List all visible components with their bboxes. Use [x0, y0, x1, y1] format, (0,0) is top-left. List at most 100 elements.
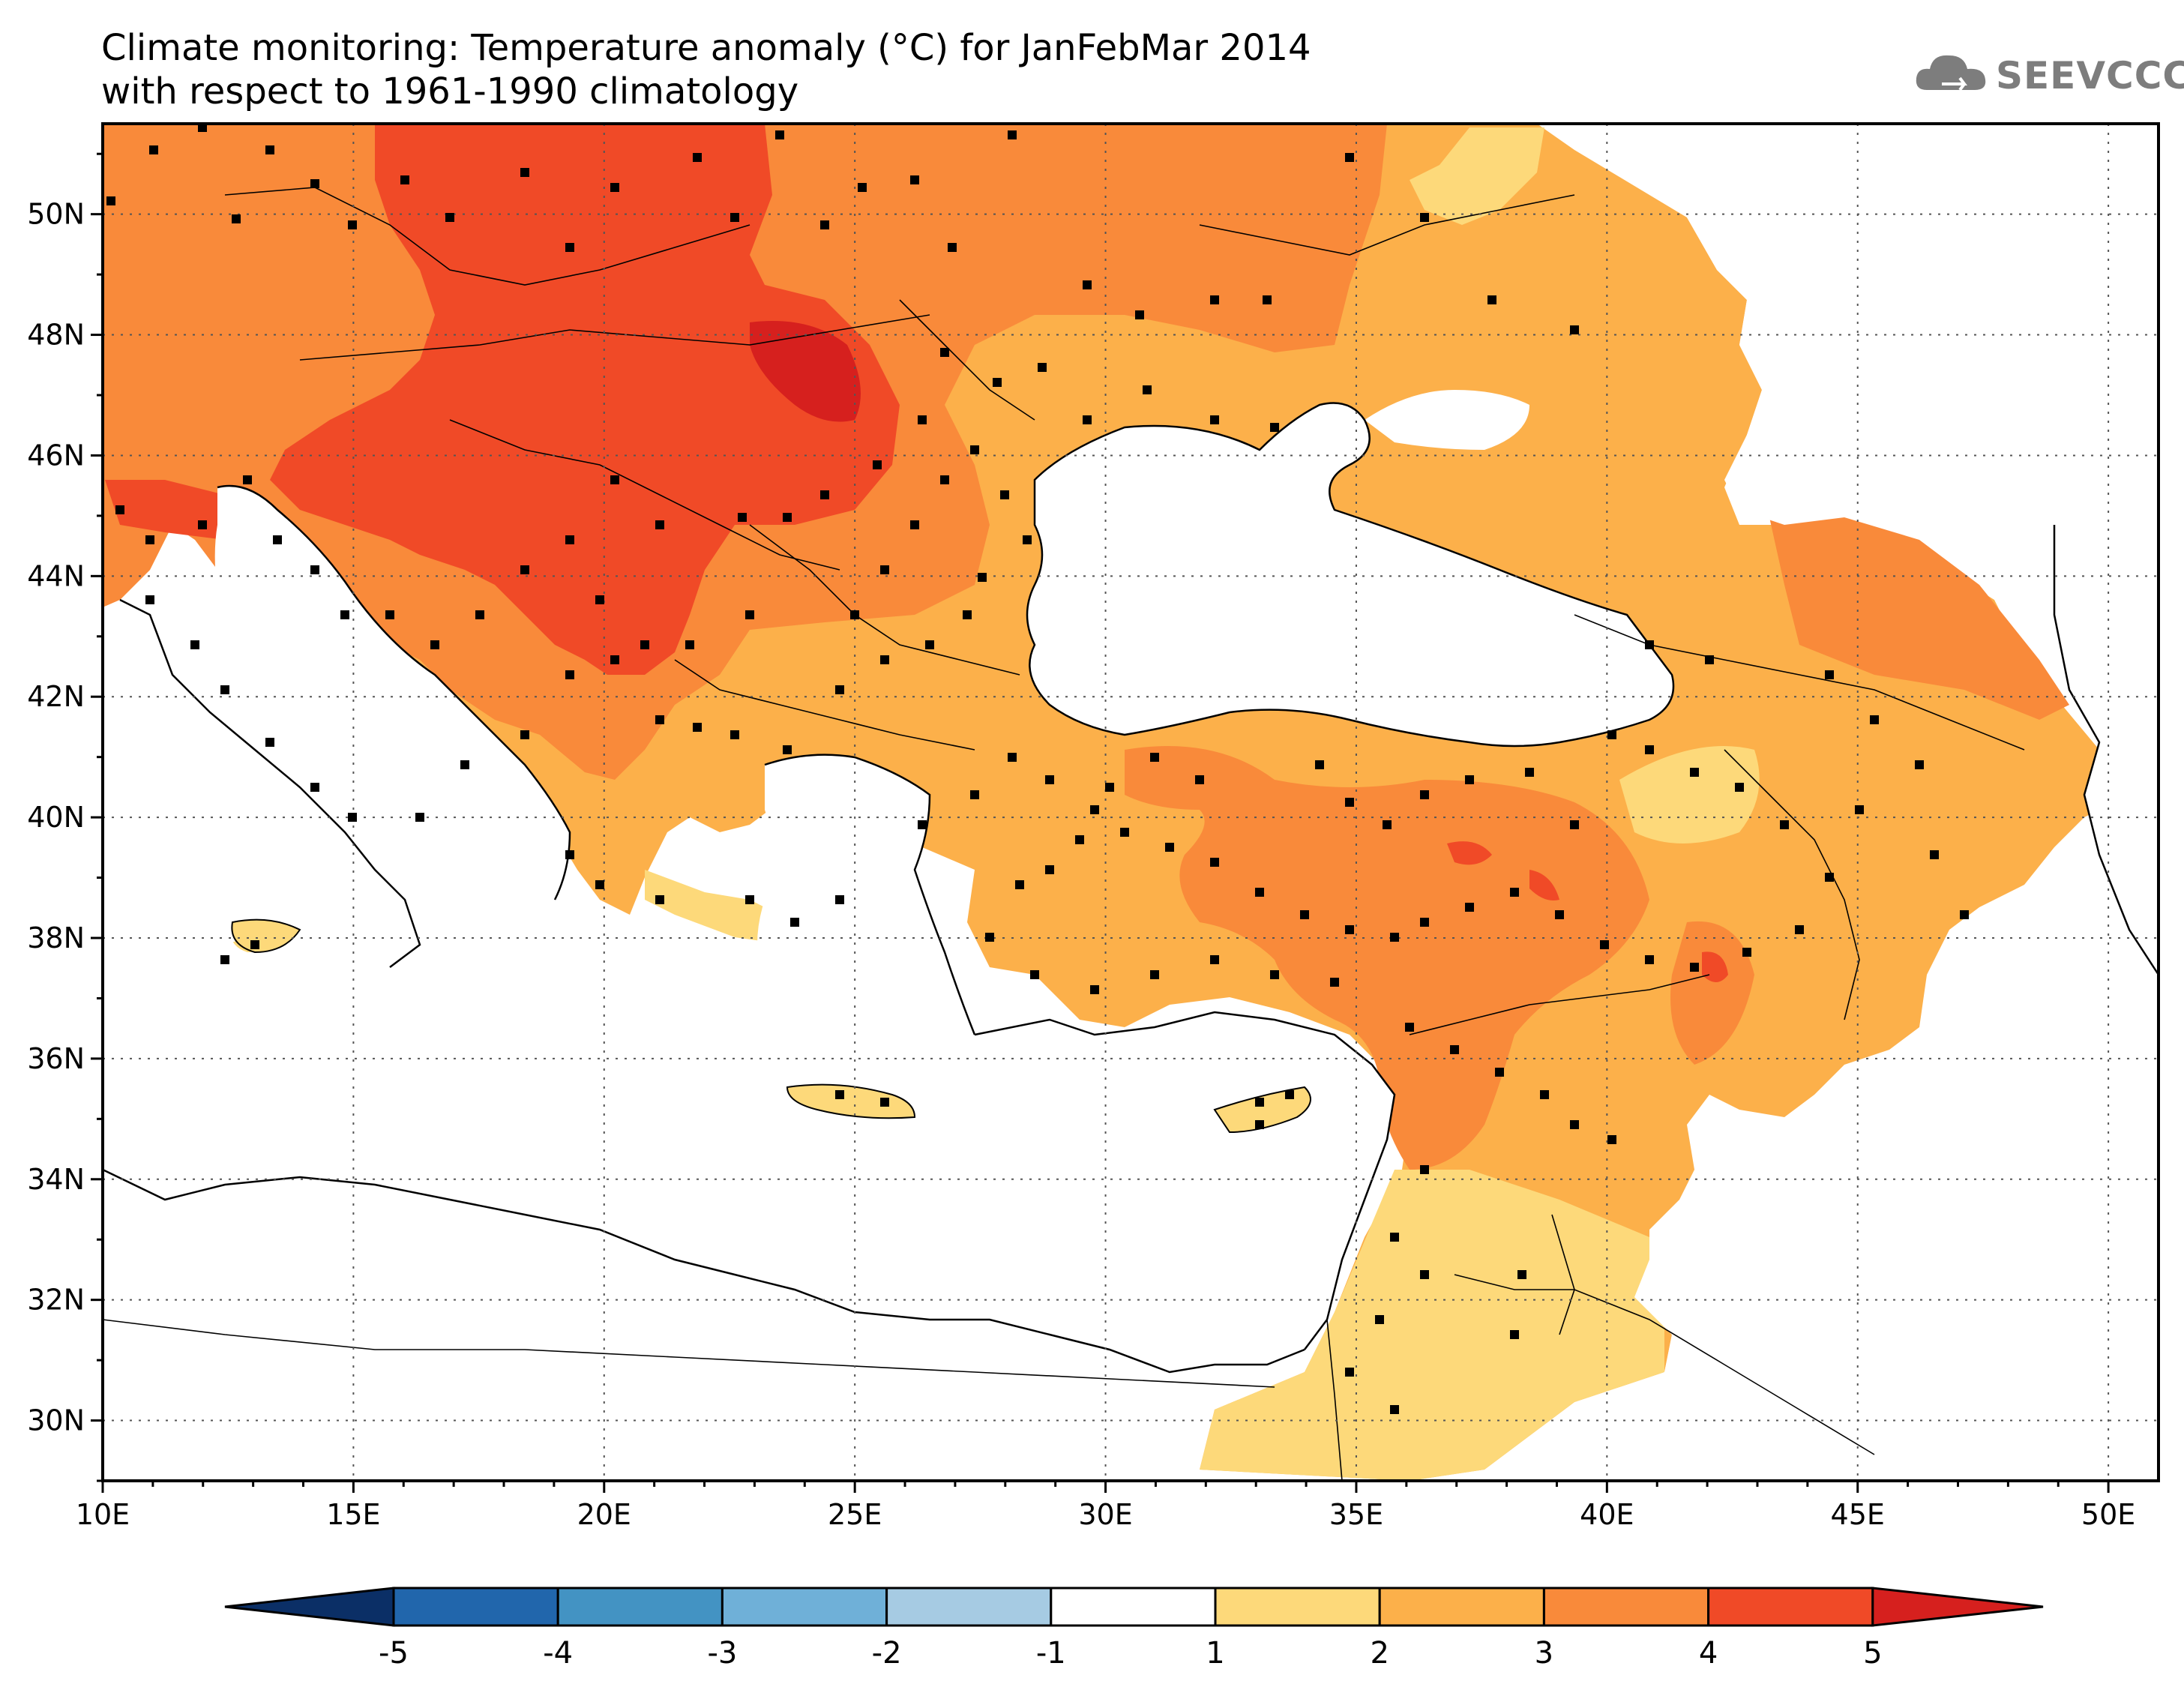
- map-area: [103, 124, 2159, 1481]
- anomaly-region-4-5: [270, 124, 900, 675]
- station-marker: [106, 196, 115, 205]
- country-borders: [103, 187, 2025, 1481]
- lat-tick-label: 40N: [27, 801, 85, 834]
- anomaly-region-1-2-levant: [1200, 1170, 1664, 1481]
- station-marker: [145, 535, 154, 544]
- station-marker: [415, 813, 424, 822]
- station-marker: [730, 730, 739, 739]
- station-marker: [610, 475, 619, 484]
- station-marker: [400, 175, 409, 184]
- station-marker: [1315, 760, 1324, 769]
- station-marker: [1285, 1090, 1294, 1099]
- lon-tick-label: 40E: [1580, 1498, 1634, 1531]
- station-marker: [220, 685, 229, 694]
- station-marker: [1825, 873, 1834, 882]
- colorbar-segment: [1707, 1587, 1874, 1627]
- lat-tick-label: 36N: [27, 1042, 85, 1075]
- station-marker: [1090, 805, 1099, 814]
- station-marker: [520, 730, 529, 739]
- anomaly-region-1-2-crimea: [1410, 127, 1544, 225]
- station-marker: [1090, 985, 1099, 994]
- station-marker: [1075, 835, 1084, 844]
- station-marker: [1510, 1330, 1519, 1339]
- station-marker: [1045, 865, 1054, 874]
- station-marker: [1570, 820, 1579, 829]
- colorbar-level-label: -4: [543, 1636, 573, 1671]
- station-marker: [1570, 1120, 1579, 1129]
- station-marker: [1165, 843, 1174, 852]
- station-marker: [1255, 888, 1264, 897]
- station-marker: [610, 655, 619, 664]
- station-marker: [835, 895, 844, 904]
- station-marker: [1870, 715, 1879, 724]
- station-marker: [1780, 820, 1789, 829]
- station-marker: [232, 214, 241, 223]
- colorbar-right-arrow: [1871, 1587, 2044, 1627]
- station-marker: [1345, 798, 1354, 807]
- lat-tick-label: 50N: [27, 198, 85, 231]
- station-marker: [790, 918, 799, 927]
- map-title-line2: with respect to 1961-1990 climatology: [101, 70, 799, 112]
- lon-tick-label: 45E: [1831, 1498, 1885, 1531]
- station-marker: [775, 130, 784, 139]
- station-marker: [1855, 805, 1864, 814]
- crete-island: [786, 1083, 916, 1119]
- station-marker: [198, 124, 207, 132]
- station-marker: [1375, 1315, 1384, 1324]
- station-marker: [730, 213, 739, 222]
- lon-tick-label: 25E: [828, 1498, 882, 1531]
- colorbar-level-label: 3: [1535, 1636, 1553, 1671]
- station-marker: [655, 520, 664, 529]
- station-marker: [310, 783, 319, 792]
- station-marker: [835, 685, 844, 694]
- station-marker: [918, 820, 927, 829]
- station-marker: [873, 460, 882, 469]
- station-marker: [1210, 415, 1219, 424]
- station-marker: [595, 880, 604, 889]
- map-frame: [101, 122, 2160, 1482]
- station-marker: [970, 445, 979, 454]
- station-marker: [1210, 858, 1219, 867]
- coastlines: [103, 402, 2159, 1374]
- south-unshaded: [1484, 1035, 2159, 1481]
- station-marker: [1825, 670, 1834, 679]
- lat-tick-label: 48N: [27, 319, 85, 352]
- lat-tick-label: 30N: [27, 1404, 85, 1437]
- station-marker: [880, 1098, 889, 1107]
- station-marker: [1255, 1098, 1264, 1107]
- station-marker: [1607, 730, 1616, 739]
- longitude-labels: 10E 15E 20E 25E 30E 35E 40E 45E 50E: [76, 1498, 2135, 1531]
- station-marker: [1495, 1068, 1504, 1077]
- colorbar-level-label: -5: [379, 1636, 409, 1671]
- station-marker: [1705, 655, 1714, 664]
- station-marker: [948, 243, 957, 252]
- station-marker: [565, 850, 574, 859]
- station-marker: [220, 955, 229, 964]
- station-marker: [850, 610, 859, 619]
- station-marker: [520, 565, 529, 574]
- station-marker: [1465, 775, 1474, 784]
- station-marker: [783, 745, 792, 754]
- station-marker: [1135, 310, 1144, 319]
- station-marker: [918, 415, 927, 424]
- station-marker: [783, 513, 792, 522]
- station-marker: [1143, 385, 1152, 394]
- station-marker: [520, 168, 529, 177]
- station-marker: [1045, 775, 1054, 784]
- station-marker: [820, 220, 829, 229]
- station-marker: [565, 535, 574, 544]
- station-marker: [1270, 970, 1279, 979]
- anomaly-region-gt5: [750, 321, 861, 422]
- station-marker: [738, 513, 747, 522]
- station-marker: [273, 535, 282, 544]
- mediterranean-sea: [103, 960, 1395, 1372]
- station-marker: [1645, 745, 1654, 754]
- lon-tick-label: 20E: [577, 1498, 631, 1531]
- anomaly-region-1-2-caucasus: [1619, 746, 1760, 844]
- station-marker: [978, 573, 987, 582]
- lat-tick-label: 44N: [27, 559, 85, 592]
- station-marker: [1083, 280, 1092, 289]
- station-marker: [1390, 1405, 1399, 1414]
- colorbar-segment: [1214, 1587, 1381, 1627]
